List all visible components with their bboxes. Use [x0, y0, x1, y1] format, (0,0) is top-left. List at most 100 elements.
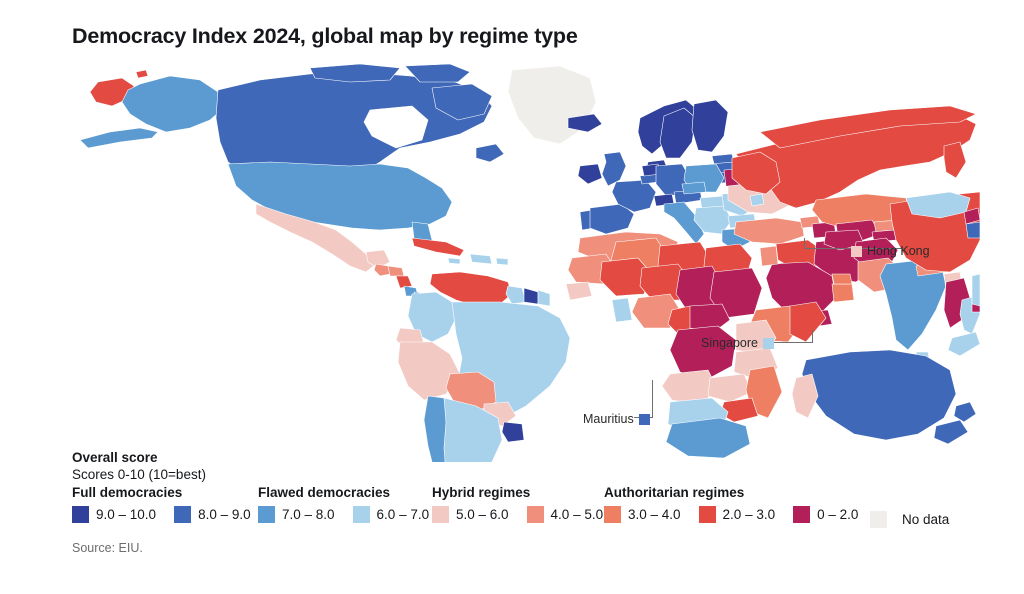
legend-group-items: 9.0 – 10.0 8.0 – 9.0: [72, 506, 251, 523]
legend-item[interactable]: 3.0 – 4.0: [604, 506, 681, 523]
callout-mauritius: Mauritius: [583, 412, 650, 426]
region-mexico-yucatan: [365, 249, 391, 269]
legend-group-title: Flawed democracies: [258, 485, 391, 500]
legend-item[interactable]: 5.0 – 6.0: [432, 506, 509, 523]
region-russia-chukotka-islet: [135, 69, 149, 79]
legend-swatch: [72, 506, 89, 523]
map-svg-overlay: [565, 207, 980, 459]
region-argentina: [443, 397, 503, 462]
legend-swatch: [793, 506, 811, 523]
source-note: Source: EIU.: [72, 541, 143, 555]
legend-group-no-data: No data: [870, 506, 949, 528]
legend-item[interactable]: 2.0 – 3.0: [698, 506, 776, 523]
legend-swatch: [698, 506, 716, 523]
legend-group-items: 3.0 – 4.0 2.0 – 3.0 0 – 2.0: [604, 506, 858, 523]
region-ghana: [611, 297, 633, 323]
region-senegal: [565, 281, 593, 301]
region-new-zealand-north: [953, 401, 977, 423]
region-aleutians: [79, 127, 159, 149]
legend-item[interactable]: 6.0 – 7.0: [352, 506, 430, 523]
legend-heading: Overall score: [72, 450, 158, 465]
region-puerto-rico: [495, 257, 509, 266]
region-moldova: [749, 193, 765, 207]
legend-item[interactable]: 7.0 – 8.0: [258, 506, 335, 523]
region-ireland: [577, 163, 603, 185]
callout-line-singapore-stub: [812, 330, 813, 343]
region-united-kingdom: [601, 151, 627, 187]
legend-item-label: 6.0 – 7.0: [376, 507, 430, 522]
region-north-korea: [963, 207, 980, 225]
legend-group-items: 7.0 – 8.0 6.0 – 7.0: [258, 506, 429, 523]
region-alaska: [121, 75, 225, 133]
world-choropleth-map: [60, 62, 980, 462]
legend-group-title: Hybrid regimes: [432, 485, 531, 500]
map-land-shapes: [79, 63, 980, 462]
region-sweden: [659, 107, 697, 159]
map-svg: [79, 63, 980, 462]
region-guatemala: [373, 263, 391, 277]
callout-singapore: Singapore: [701, 336, 774, 350]
legend-item-label: 2.0 – 3.0: [722, 507, 776, 522]
region-mali: [599, 257, 653, 297]
region-zambia: [707, 373, 753, 403]
callout-singapore-label: Singapore: [701, 336, 758, 350]
region-nicaragua: [395, 275, 413, 289]
region-iceland: [567, 113, 603, 133]
legend-subheading: Scores 0-10 (10=best): [72, 467, 206, 482]
region-colombia: [407, 291, 457, 343]
region-russia-kamchatka: [943, 141, 967, 179]
region-israel-jordan: [759, 245, 779, 267]
legend-item-label: 7.0 – 8.0: [282, 507, 335, 522]
region-french-guiana: [537, 289, 551, 307]
legend-group-flawed-democracies: Flawed democracies 7.0 – 8.0 6.0 – 7.0: [258, 484, 429, 523]
legend-item[interactable]: 0 – 2.0: [793, 506, 858, 523]
callout-hong-kong-swatch: [851, 245, 862, 257]
region-uruguay: [501, 421, 525, 443]
legend-swatch: [870, 511, 887, 528]
legend-group-hybrid-regimes: Hybrid regimes 5.0 – 6.0 4.0 – 5.0: [432, 484, 603, 523]
region-madagascar: [791, 373, 819, 419]
legend-swatch: [174, 506, 192, 523]
page-title: Democracy Index 2024, global map by regi…: [72, 24, 578, 48]
callout-hong-kong: Hong Kong: [851, 244, 930, 258]
region-somalia: [789, 301, 827, 343]
region-cuba: [411, 237, 465, 257]
legend-item[interactable]: No data: [870, 511, 949, 528]
region-hudson-bay: [363, 105, 429, 149]
region-canada-baffin: [431, 83, 493, 121]
legend-group-title: Authoritarian regimes: [604, 485, 745, 500]
legend-item[interactable]: 9.0 – 10.0: [72, 506, 156, 523]
legend-group-full-democracies: Full democracies 9.0 – 10.0 8.0 – 9.0: [72, 484, 251, 523]
region-new-zealand-south: [933, 419, 969, 445]
region-russia-chukotka: [89, 77, 135, 107]
legend-item-label: 9.0 – 10.0: [96, 507, 157, 522]
legend-item[interactable]: 8.0 – 9.0: [174, 506, 251, 523]
legend-item-label: 3.0 – 4.0: [628, 507, 681, 522]
region-russia-west: [731, 151, 781, 195]
region-mexico: [255, 203, 377, 273]
region-guyana: [505, 285, 527, 305]
callout-mauritius-swatch: [638, 413, 650, 425]
region-peru: [397, 341, 461, 401]
region-turkey: [733, 217, 805, 245]
legend-item-label: 8.0 – 9.0: [198, 507, 251, 522]
region-south-africa: [665, 417, 751, 459]
legend-group-items: 5.0 – 6.0 4.0 – 5.0: [432, 506, 603, 523]
region-canada-newfoundland: [475, 143, 505, 163]
legend: Overall score Scores 0-10 (10=best) Full…: [72, 450, 972, 530]
legend-item[interactable]: 4.0 – 5.0: [526, 506, 604, 523]
callout-line-hongkong-stub: [804, 238, 805, 249]
region-czechia: [681, 181, 707, 195]
legend-group-authoritarian-regimes: Authoritarian regimes 3.0 – 4.0 2.0 – 3.…: [604, 484, 858, 523]
region-canada-arctic-2: [404, 63, 471, 83]
callout-singapore-swatch: [763, 337, 774, 349]
region-hispaniola: [469, 253, 493, 265]
legend-item-label: 5.0 – 6.0: [456, 507, 509, 522]
legend-item-label: 4.0 – 5.0: [550, 507, 604, 522]
region-central-african-rep: [689, 303, 731, 333]
region-philippines: [971, 273, 980, 307]
legend-group-items: No data: [870, 511, 949, 528]
legend-swatch: [604, 506, 621, 523]
region-canada-arctic-1: [309, 63, 401, 83]
